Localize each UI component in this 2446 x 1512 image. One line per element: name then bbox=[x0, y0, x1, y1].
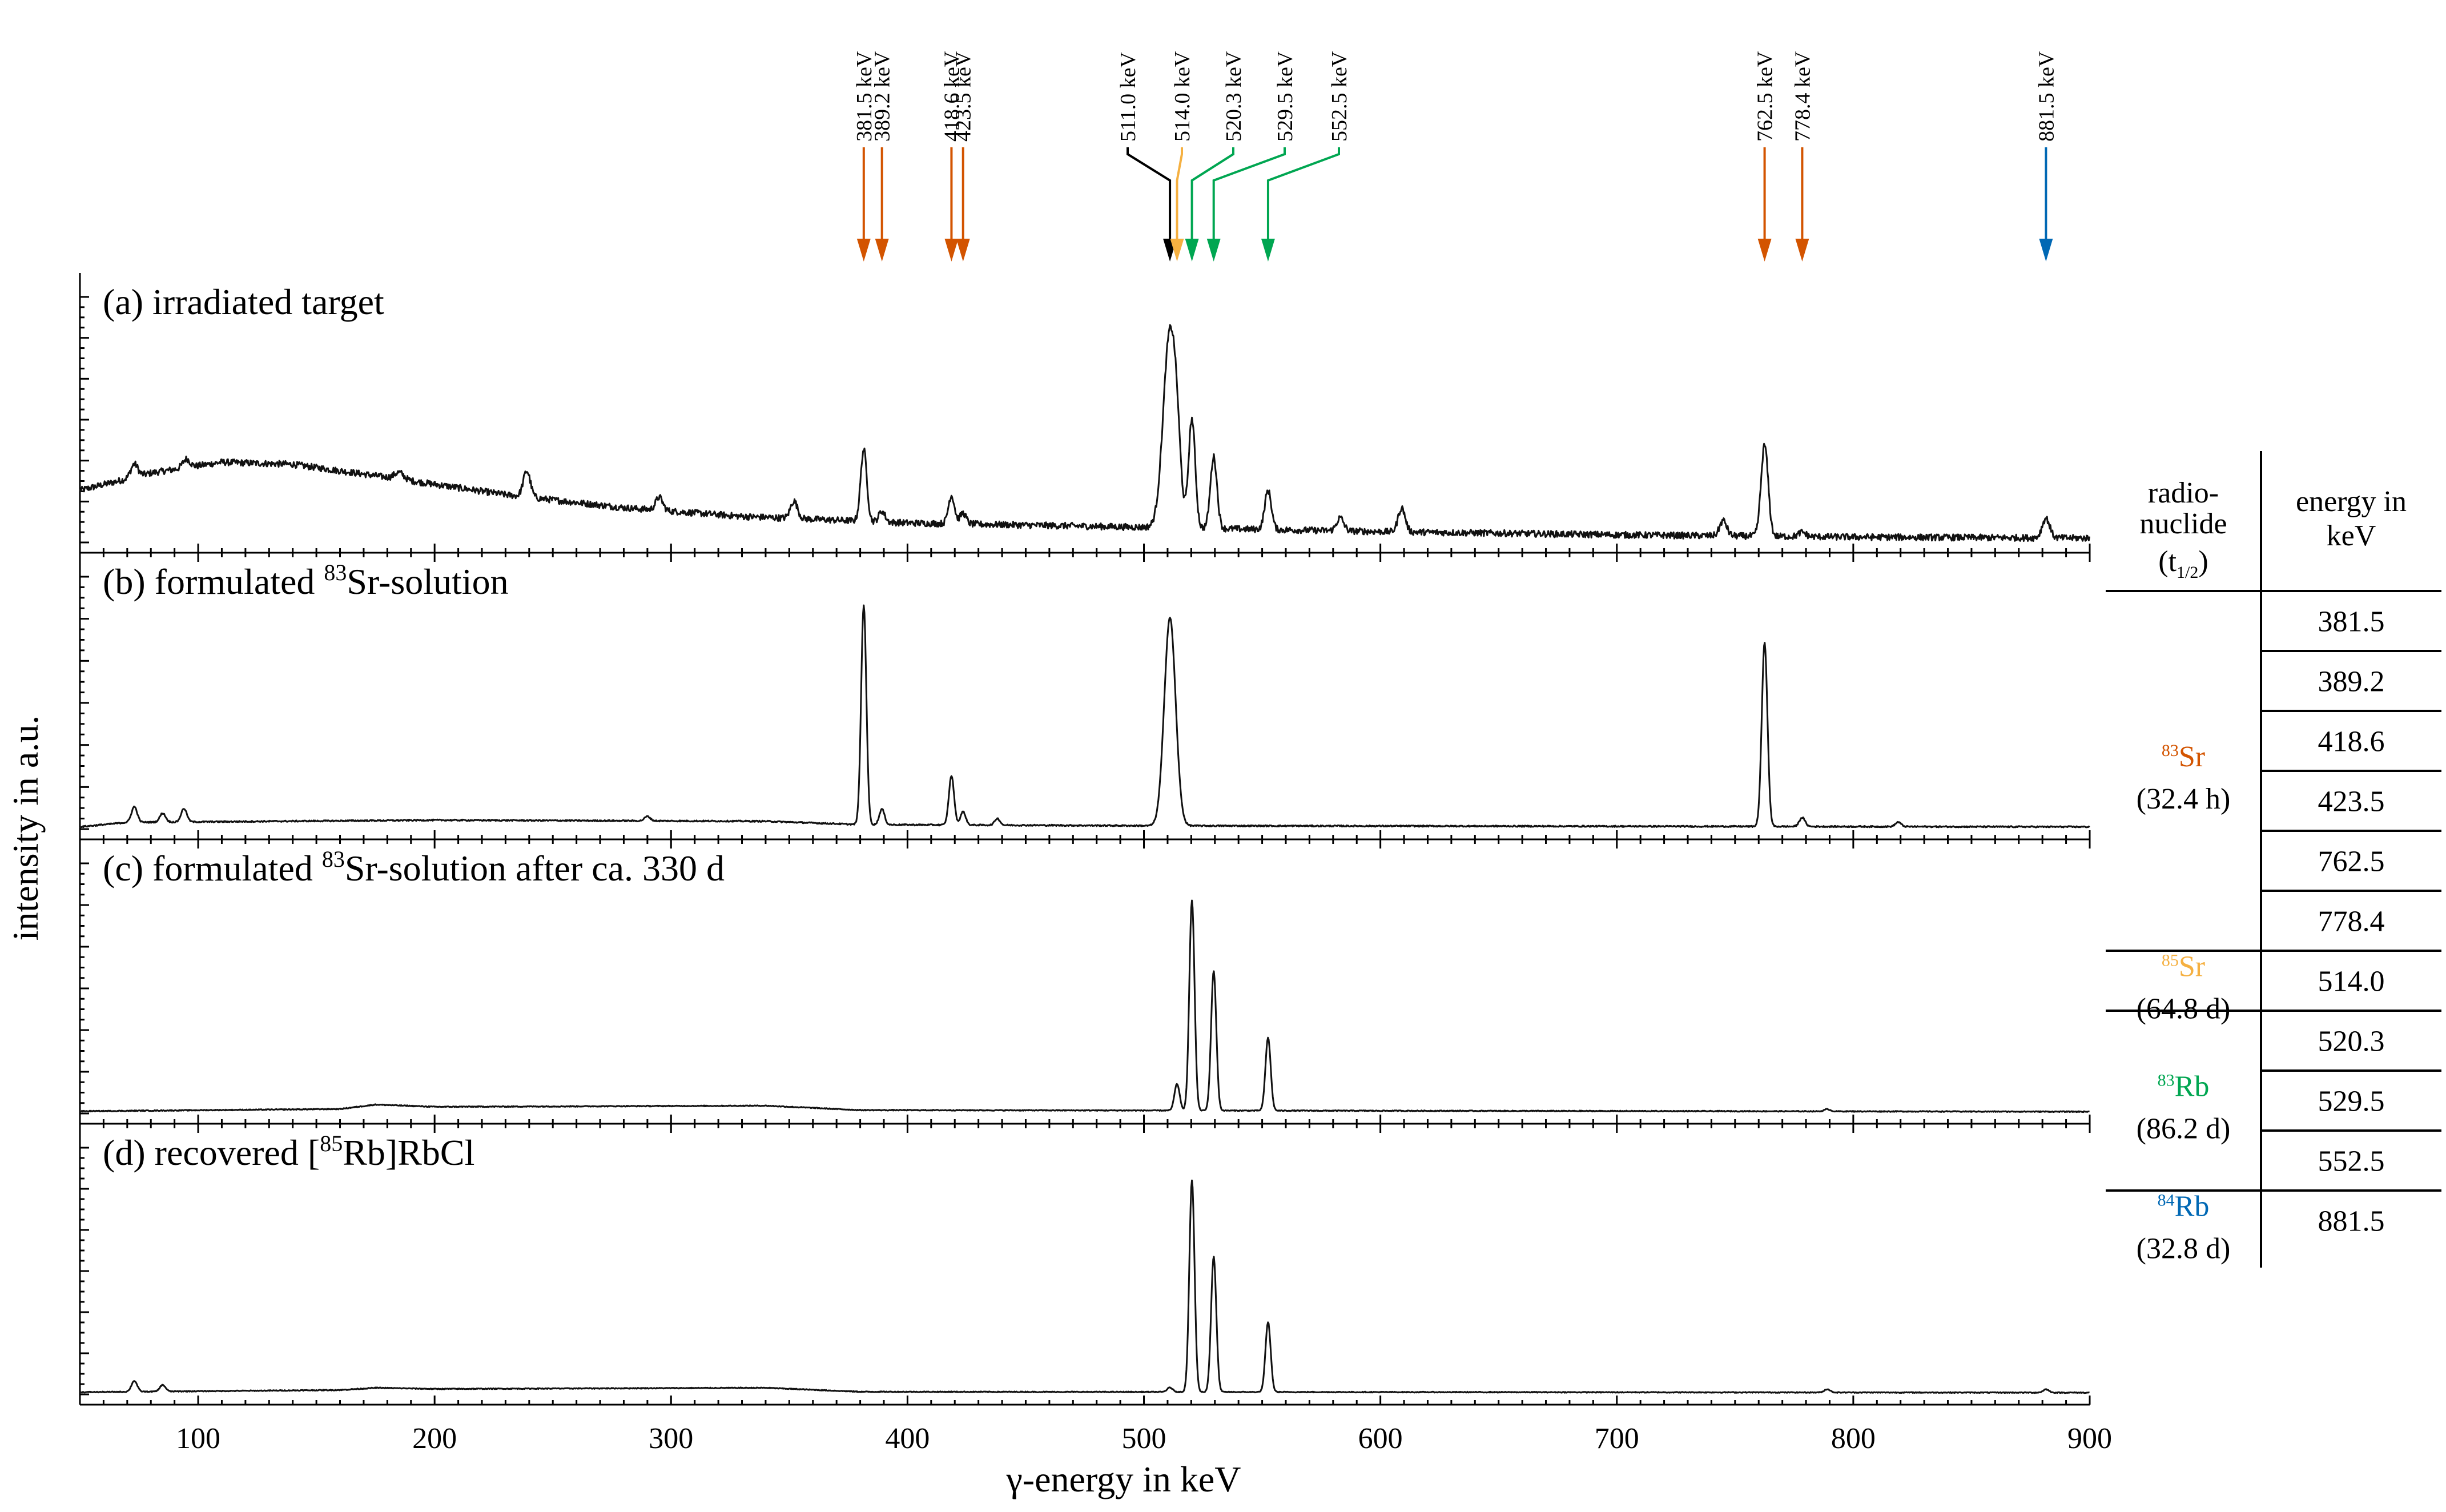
peak-label: 514.0 keV bbox=[1170, 51, 1194, 142]
peak-annotation: 552.5 keV bbox=[1261, 51, 1351, 262]
annotation-arrow-head bbox=[1261, 239, 1275, 262]
spectrum-line bbox=[79, 604, 2090, 829]
peak-label: 778.4 keV bbox=[1791, 51, 1815, 142]
peak-annotation: 423.5 keV bbox=[952, 51, 976, 262]
peak-annotation: 529.5 keV bbox=[1206, 51, 1297, 262]
peak-label: 418.6 keV bbox=[940, 51, 964, 142]
x-tick-label: 500 bbox=[1122, 1422, 1166, 1455]
peak-annotation: 520.3 keV bbox=[1185, 51, 1246, 262]
panel-b: (b) formulated 83Sr-solution bbox=[79, 553, 2091, 849]
spectrum-line bbox=[79, 324, 2091, 542]
annotation-arrow-head bbox=[856, 239, 871, 262]
annotation-arrow-line bbox=[1266, 147, 1340, 240]
peak-label: 552.5 keV bbox=[1327, 51, 1351, 142]
spectrum-line bbox=[79, 1179, 2090, 1394]
y-axis-title: intensity in a.u. bbox=[5, 715, 46, 941]
table-half-life: (32.8 d) bbox=[2137, 1233, 2231, 1265]
table-energy-cell: 552.5 bbox=[2318, 1145, 2385, 1178]
annotation-arrow-head bbox=[1206, 239, 1221, 262]
table-energy-cell: 529.5 bbox=[2318, 1085, 2385, 1118]
peak-annotation: 778.4 keV bbox=[1791, 51, 1815, 262]
spectrum-panels: (a) irradiated target (b) formulated 83Sr… bbox=[79, 273, 2091, 1406]
table-energy-cell: 389.2 bbox=[2318, 666, 2385, 698]
x-tick-label: 200 bbox=[412, 1422, 457, 1455]
annotation-arrow-head bbox=[875, 239, 889, 262]
peak-label: 381.5 keV bbox=[852, 51, 876, 142]
x-tick-label: 600 bbox=[1358, 1422, 1403, 1455]
panel-label: (c) formulated 83Sr-solution after ca. 3… bbox=[103, 846, 725, 888]
x-tick-label: 100 bbox=[176, 1422, 220, 1455]
peak-annotation: 762.5 keV bbox=[1753, 51, 1777, 262]
table-half-life: (86.2 d) bbox=[2137, 1113, 2231, 1145]
annotation-arrow-head bbox=[1185, 239, 1199, 262]
table-header-energy: energy in bbox=[2296, 485, 2407, 518]
annotation-arrow-head bbox=[1170, 239, 1184, 262]
table-energy-cell: 381.5 bbox=[2318, 606, 2385, 638]
x-tick-label: 700 bbox=[1595, 1422, 1639, 1455]
peak-annotation: 511.0 keV bbox=[1116, 52, 1177, 262]
annotation-arrow-head bbox=[944, 239, 959, 262]
table-energy-cell: 520.3 bbox=[2318, 1026, 2385, 1058]
peak-label: 511.0 keV bbox=[1116, 52, 1140, 142]
table-header-nuclide: nuclide bbox=[2139, 508, 2227, 540]
table-nuclide-name: 84Rb bbox=[2158, 1191, 2210, 1223]
table-header-half-life: (t1/2) bbox=[2158, 545, 2208, 582]
x-tick-label: 400 bbox=[885, 1422, 930, 1455]
annotation-arrow-line bbox=[1127, 147, 1172, 240]
table-half-life: (64.8 d) bbox=[2137, 993, 2231, 1026]
table-nuclide-name: 83Sr bbox=[2162, 741, 2205, 773]
peak-label: 389.2 keV bbox=[871, 51, 895, 142]
panel-label: (b) formulated 83Sr-solution bbox=[103, 560, 509, 602]
table-header-nuclide: radio- bbox=[2148, 477, 2219, 509]
table-nuclide-name: 85Sr bbox=[2162, 951, 2205, 983]
table-nuclide-name: 83Rb bbox=[2158, 1071, 2210, 1103]
annotation-arrow-line bbox=[1190, 147, 1234, 240]
table-energy-cell: 423.5 bbox=[2318, 786, 2385, 818]
panel-label: (a) irradiated target bbox=[103, 282, 384, 322]
table-energy-cell: 514.0 bbox=[2318, 966, 2385, 998]
peak-annotation: 418.6 keV bbox=[940, 51, 964, 262]
panel-label: (d) recovered [85Rb]RbCl bbox=[103, 1131, 474, 1173]
peak-annotation: 514.0 keV bbox=[1170, 51, 1194, 262]
peak-label: 520.3 keV bbox=[1222, 51, 1246, 142]
x-tick-label: 800 bbox=[1831, 1422, 1876, 1455]
table-header-energy: keV bbox=[2327, 520, 2376, 552]
peak-annotation: 389.2 keV bbox=[871, 51, 895, 262]
table-energy-cell: 778.4 bbox=[2318, 906, 2385, 938]
annotation-arrow-head bbox=[1795, 239, 1809, 262]
peak-label: 423.5 keV bbox=[952, 51, 976, 142]
peak-label: 762.5 keV bbox=[1753, 51, 1777, 142]
panel-a: (a) irradiated target bbox=[79, 273, 2091, 562]
table-energy-cell: 881.5 bbox=[2318, 1205, 2385, 1238]
annotation-arrow-line bbox=[1176, 147, 1183, 240]
x-tick-label: 300 bbox=[649, 1422, 693, 1455]
peak-annotation: 881.5 keV bbox=[2034, 51, 2058, 262]
panel-d: (d) recovered [85Rb]RbCl bbox=[79, 1124, 2091, 1406]
annotation-arrow-line bbox=[1212, 147, 1286, 240]
annotation-arrow-head bbox=[2039, 239, 2053, 262]
annotation-arrow-head bbox=[1757, 239, 1772, 262]
x-axis: 100 200 300 400 500 600 700 800 900 bbox=[176, 1422, 2112, 1455]
table-energy-cell: 418.6 bbox=[2318, 726, 2385, 758]
panel-c: (c) formulated 83Sr-solution after ca. 3… bbox=[79, 839, 2091, 1133]
peak-label: 881.5 keV bbox=[2034, 51, 2058, 142]
table-half-life: (32.4 h) bbox=[2137, 783, 2231, 815]
annotation-arrow-head bbox=[956, 239, 970, 262]
peak-annotation: 381.5 keV bbox=[852, 51, 876, 262]
peak-label: 529.5 keV bbox=[1273, 51, 1297, 142]
x-axis-title: γ-energy in keV bbox=[1006, 1459, 1241, 1499]
x-tick-label: 900 bbox=[2067, 1422, 2112, 1455]
table-energy-cell: 762.5 bbox=[2318, 846, 2385, 878]
spectrum-line bbox=[79, 899, 2090, 1113]
